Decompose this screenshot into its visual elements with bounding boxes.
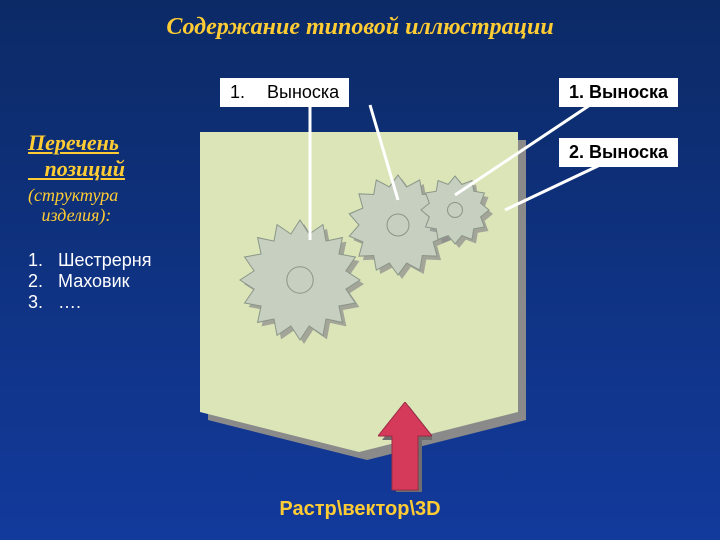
list-sub-l2: изделия): xyxy=(42,205,112,225)
list-item-text: …. xyxy=(58,292,81,313)
list-item-number: 1. xyxy=(28,250,58,271)
list-sub-l1: (структура xyxy=(28,185,118,205)
gear-icon xyxy=(415,170,495,250)
slide-title: Содержание типовой иллюстрации xyxy=(0,14,720,41)
list-item: 2.Маховик xyxy=(28,271,198,292)
up-arrow xyxy=(378,402,432,492)
list-item-text: Шестрерня xyxy=(58,250,151,271)
callout-1a: 1. Выноска xyxy=(220,78,349,107)
list-item: 1.Шестрерня xyxy=(28,250,198,271)
list-item: 3.…. xyxy=(28,292,198,313)
callout-2: 2. Выноска xyxy=(559,138,678,167)
list-subtitle: (структура изделия): xyxy=(28,185,198,226)
items-list: 1.Шестрерня2.Маховик3.…. xyxy=(28,250,198,313)
list-title: Перечень позиций xyxy=(28,130,198,183)
callout-1b: 1. Выноска xyxy=(559,78,678,107)
callout-1a-number: 1. xyxy=(230,82,245,102)
left-column: Перечень позиций (структура изделия): 1.… xyxy=(28,130,198,313)
list-item-number: 2. xyxy=(28,271,58,292)
list-title-l2: позиций xyxy=(45,156,125,181)
slide-root: Содержание типовой иллюстрации 1. Выноска… xyxy=(0,0,720,540)
list-item-text: Маховик xyxy=(58,271,130,292)
list-title-l1: Перечень xyxy=(28,130,119,155)
bottom-label: Растр\вектор\3D xyxy=(0,498,720,521)
callout-1a-label: Выноска xyxy=(267,82,339,102)
list-item-number: 3. xyxy=(28,292,58,313)
